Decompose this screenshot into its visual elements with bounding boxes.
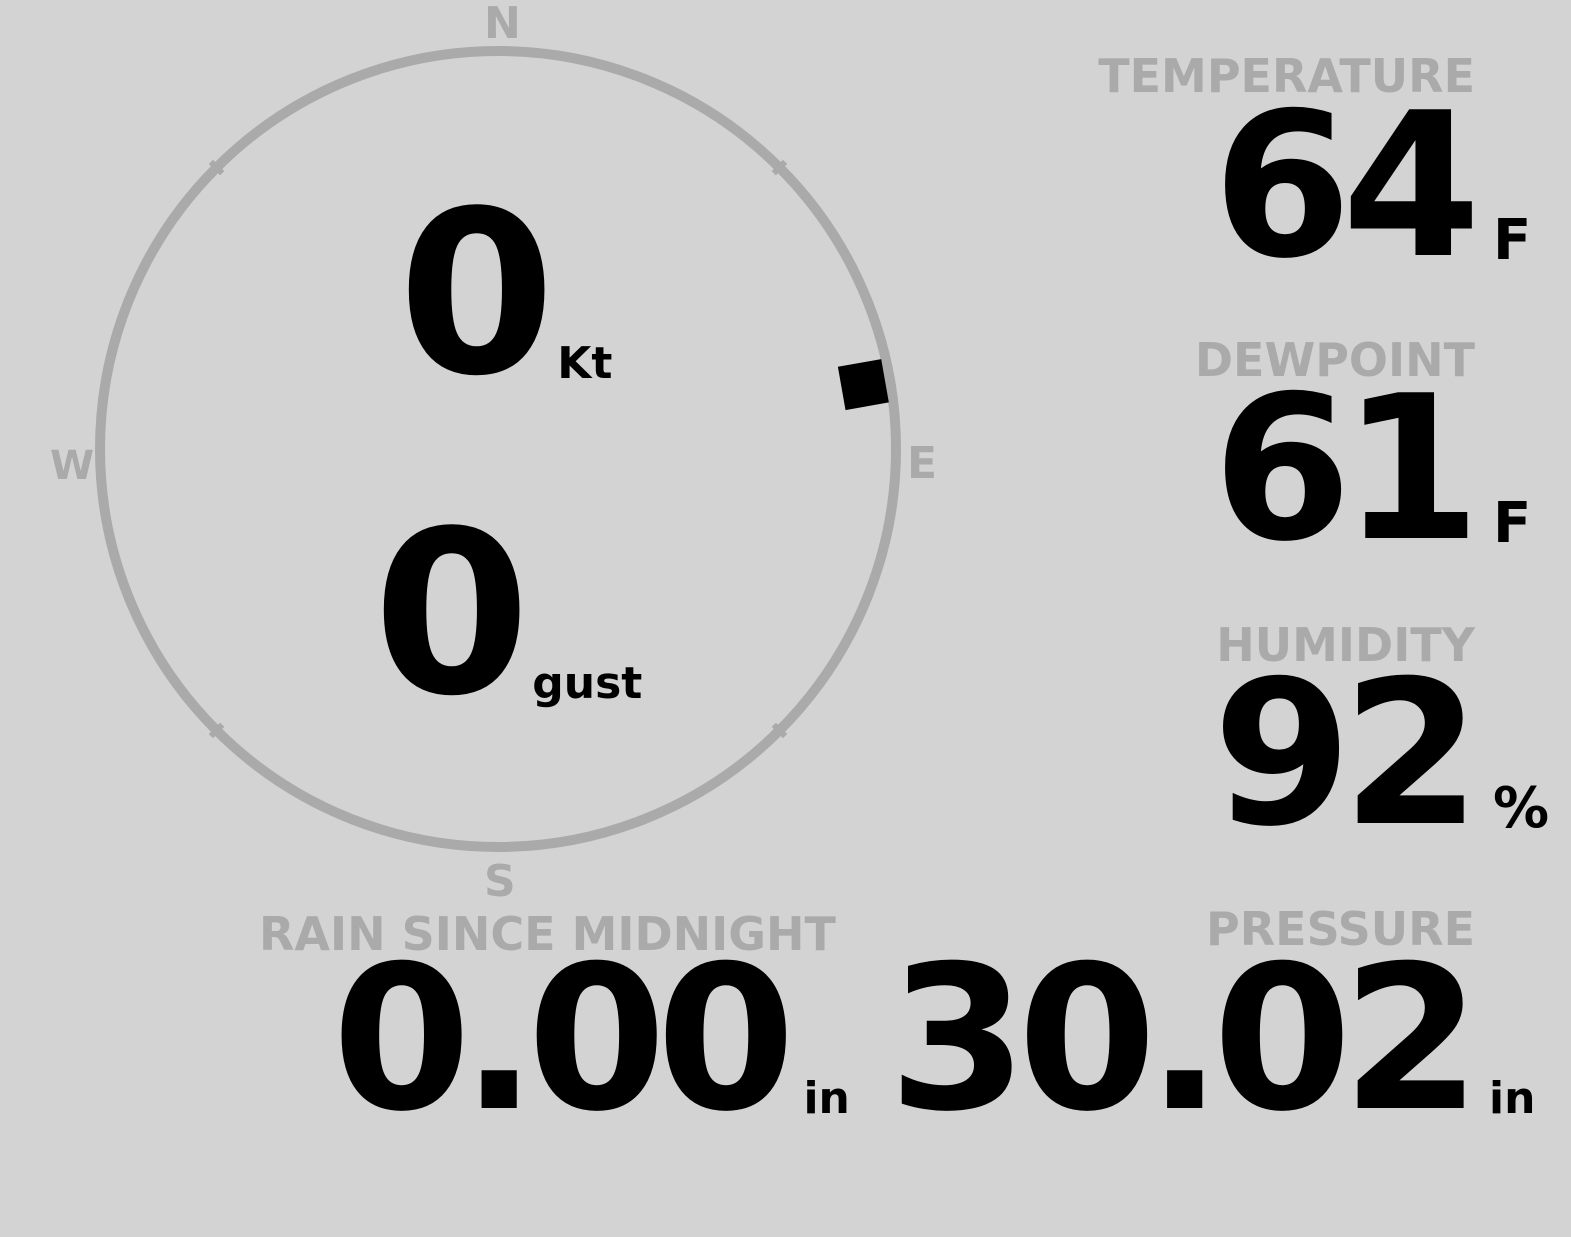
compass-south-label: S (484, 856, 516, 907)
wind-direction-pointer (837, 359, 889, 411)
compass-east-label: E (907, 438, 938, 489)
temperature-unit: F (1493, 208, 1532, 273)
humidity-reading: 92 % (1213, 655, 1549, 855)
temperature-value: 64 (1212, 70, 1481, 303)
dewpoint-reading: 61 F (1213, 370, 1532, 570)
humidity-label: HUMIDITY (1216, 618, 1475, 672)
dewpoint-value: 61 (1212, 353, 1481, 586)
wind-gust-value: 0 (373, 483, 530, 746)
rain-reading: 0.00 in (332, 940, 850, 1140)
pressure-label: PRESSURE (1206, 902, 1475, 956)
wind-gust-unit: gust (532, 657, 643, 709)
compass-tick (208, 722, 225, 739)
compass-tick (771, 722, 788, 739)
compass-tick (208, 159, 225, 176)
wind-speed-value: 0 (398, 163, 555, 426)
wind-compass (95, 46, 901, 852)
temperature-reading: 64 F (1213, 87, 1532, 287)
rain-label: RAIN SINCE MIDNIGHT (259, 907, 836, 961)
wind-gust-reading: 0 gust (373, 502, 642, 728)
compass-west-label: W (50, 443, 95, 489)
wind-speed-reading: 0 Kt (398, 182, 612, 408)
dewpoint-label: DEWPOINT (1194, 333, 1475, 387)
compass-tick (771, 159, 788, 176)
pressure-value: 30.02 (888, 923, 1481, 1156)
temperature-label: TEMPERATURE (1098, 49, 1475, 103)
dewpoint-unit: F (1493, 491, 1532, 556)
compass-north-label: N (484, 0, 521, 49)
wind-speed-unit: Kt (557, 337, 613, 389)
pressure-unit: in (1489, 1073, 1536, 1124)
compass-ring (95, 46, 901, 852)
humidity-unit: % (1493, 776, 1550, 841)
humidity-value: 92 (1212, 638, 1481, 871)
rain-value: 0.00 (332, 923, 795, 1156)
compass-ticks (208, 159, 788, 739)
rain-unit: in (803, 1073, 850, 1124)
pressure-reading: 30.02 in (888, 940, 1535, 1140)
